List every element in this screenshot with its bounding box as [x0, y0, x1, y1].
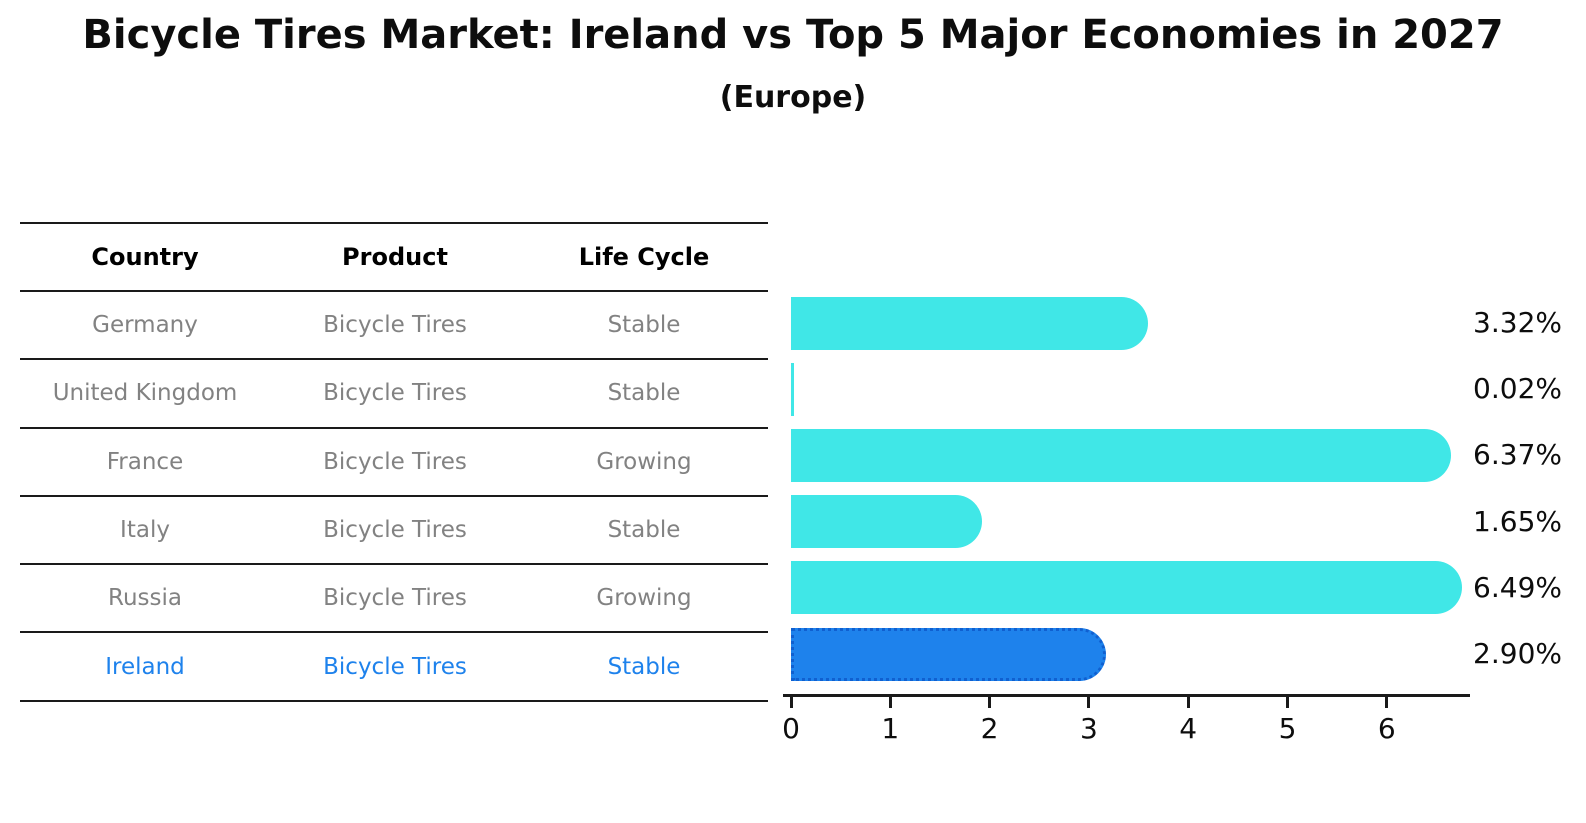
cell-life-cycle: Stable [607, 653, 681, 680]
cell-life-cycle: Stable [607, 517, 681, 544]
country-table: Country Product Life Cycle Germany Bicyc… [20, 222, 768, 702]
bar-russia [791, 561, 1463, 615]
cell-country: United Kingdom [52, 380, 238, 407]
x-tick-mark-4 [1186, 697, 1190, 708]
cell-life-cycle: Stable [607, 312, 681, 339]
cell-product: Bicycle Tires [323, 312, 467, 339]
x-tick-label-3: 3 [1079, 712, 1098, 745]
cell-product: Bicycle Tires [323, 380, 467, 407]
cell-country: France [106, 448, 184, 475]
value-label-italy: 1.65% [1473, 504, 1562, 538]
x-tick-mark-6 [1385, 697, 1389, 708]
table-row-ireland: Ireland Bicycle Tires Stable [20, 633, 768, 702]
x-axis-line [783, 694, 1470, 697]
value-label-germany: 3.32% [1473, 306, 1562, 339]
x-tick-mark-0 [789, 697, 793, 708]
table-header-product: Product [342, 243, 448, 271]
table-header-life-cycle: Life Cycle [578, 243, 710, 271]
table-row-russia: Russia Bicycle Tires Growing [20, 565, 768, 634]
value-label-united-kingdom: 0.02% [1473, 372, 1562, 406]
table-row-germany: Germany Bicycle Tires Stable [20, 292, 768, 361]
cell-product: Bicycle Tires [323, 653, 467, 680]
x-tick-mark-1 [888, 697, 892, 708]
chart-subtitle: (Europe) [719, 80, 867, 115]
x-tick-label-2: 2 [980, 712, 999, 745]
cell-product: Bicycle Tires [323, 448, 467, 475]
table-header-country: Country [91, 243, 199, 271]
cell-country: Russia [108, 585, 182, 612]
bar-italy [791, 495, 982, 549]
table-header-row: Country Product Life Cycle [20, 224, 768, 292]
cell-product: Bicycle Tires [323, 585, 467, 612]
cell-life-cycle: Growing [596, 585, 692, 612]
cell-country: Ireland [105, 653, 185, 680]
bar-united-kingdom [791, 362, 794, 416]
cell-life-cycle: Growing [596, 448, 692, 475]
value-label-russia: 6.49% [1473, 570, 1562, 604]
bar-germany [791, 296, 1148, 350]
cell-product: Bicycle Tires [323, 517, 467, 544]
x-tick-label-0: 0 [782, 712, 800, 745]
x-tick-label-4: 4 [1179, 712, 1198, 745]
x-tick-mark-2 [988, 697, 992, 708]
value-label-ireland: 2.90% [1473, 637, 1562, 670]
bar-ireland [791, 627, 1106, 681]
cell-country: Germany [92, 312, 198, 339]
x-tick-mark-3 [1087, 697, 1091, 708]
x-tick-mark-5 [1286, 697, 1289, 708]
table-row-italy: Italy Bicycle Tires Stable [20, 497, 768, 566]
chart-title: Bicycle Tires Market: Ireland vs Top 5 M… [82, 12, 1504, 58]
table-row-france: France Bicycle Tires Growing [20, 429, 768, 497]
x-tick-label-1: 1 [881, 712, 900, 745]
bar-france [791, 428, 1451, 482]
x-tick-label-5: 5 [1278, 712, 1297, 745]
value-label-france: 6.37% [1473, 438, 1562, 472]
cell-country: Italy [120, 517, 170, 544]
cell-life-cycle: Stable [607, 380, 681, 407]
table-row-united-kingdom: United Kingdom Bicycle Tires Stable [20, 360, 768, 429]
x-tick-label-6: 6 [1377, 712, 1396, 745]
